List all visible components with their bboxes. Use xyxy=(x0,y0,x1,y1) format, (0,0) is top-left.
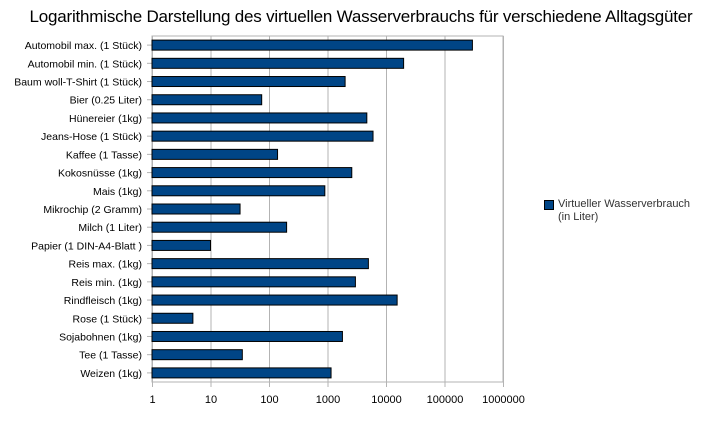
x-tick-label: 1 xyxy=(149,394,155,406)
y-tick-label: Rose (1 Stück) xyxy=(73,313,142,325)
legend-label: Virtueller Wasserverbrauch (in Liter) xyxy=(558,198,690,224)
x-tick-label: 10000 xyxy=(371,394,402,406)
bar xyxy=(151,330,343,342)
y-tick-label: Papier (1 DIN-A4-Blatt ) xyxy=(31,240,142,252)
y-tick-label: Tee (1 Tasse) xyxy=(79,350,142,362)
bar xyxy=(151,367,332,379)
bar xyxy=(151,167,353,179)
y-tick-label: Automobil max. (1 Stück) xyxy=(25,40,142,52)
bar xyxy=(151,349,243,361)
y-tick-label: Rindfleisch (1kg) xyxy=(64,295,142,307)
bar xyxy=(151,294,398,306)
bar xyxy=(151,148,279,160)
bar xyxy=(151,276,356,288)
y-tick-label: Jeans-Hose (1 Stück) xyxy=(41,131,142,143)
bar xyxy=(151,258,369,270)
y-tick-label: Kaffee (1 Tasse) xyxy=(66,149,142,161)
y-tick-label: Kokosnüsse (1kg) xyxy=(58,168,142,180)
x-tick-label: 10 xyxy=(205,394,217,406)
bar xyxy=(151,203,241,215)
x-tick-label: 1000 xyxy=(316,394,340,406)
legend-line-2: (in Liter) xyxy=(558,211,599,223)
bar xyxy=(151,239,211,251)
bar xyxy=(151,39,473,51)
y-tick-label: Sojabohnen (1kg) xyxy=(59,331,142,343)
bar xyxy=(151,130,374,142)
bar xyxy=(151,185,326,197)
legend-swatch xyxy=(544,200,554,210)
x-tick-label: 100 xyxy=(260,394,278,406)
y-tick-label: Mikrochip (2 Gramm) xyxy=(43,204,142,216)
y-tick-label: Mais (1kg) xyxy=(93,186,142,198)
bar xyxy=(151,112,368,124)
y-tick-label: Bier (0.25 Liter) xyxy=(70,95,142,107)
y-tick-label: Weizen (1kg) xyxy=(80,368,142,380)
bar xyxy=(151,57,405,69)
x-tick-label: 100000 xyxy=(427,394,464,406)
y-tick-label: Milch (1 Liter) xyxy=(78,222,142,234)
bar xyxy=(151,312,194,324)
legend-line-1: Virtueller Wasserverbrauch xyxy=(558,198,691,210)
y-tick-label: Automobil min. (1 Stück) xyxy=(28,58,142,70)
y-tick-label: Hünereier (1kg) xyxy=(69,113,142,125)
y-tick-label: Reis max. (1kg) xyxy=(68,259,142,271)
bar xyxy=(151,76,346,88)
y-tick-label: Baum woll-T-Shirt (1 Stück) xyxy=(14,77,142,89)
chart-title: Logarithmische Darstellung des virtuelle… xyxy=(29,7,693,26)
x-tick-label: 1000000 xyxy=(482,394,525,406)
y-tick-label: Reis min. (1kg) xyxy=(71,277,142,289)
bar xyxy=(151,221,288,233)
bar xyxy=(151,94,263,106)
